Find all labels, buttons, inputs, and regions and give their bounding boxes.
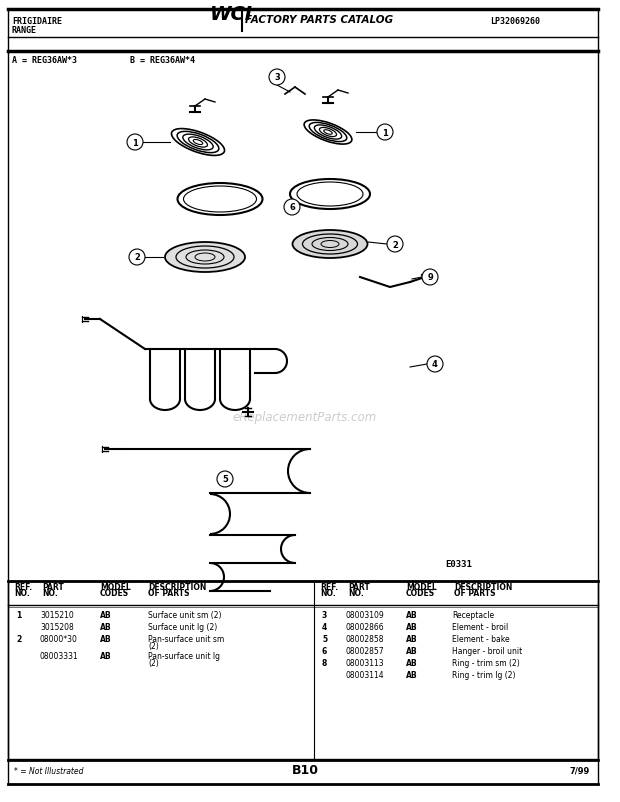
Text: A = REG36AW*3: A = REG36AW*3: [12, 56, 77, 65]
Text: 3015208: 3015208: [40, 622, 74, 631]
Text: 4: 4: [322, 622, 327, 631]
Text: AB: AB: [100, 610, 112, 619]
Text: PART: PART: [42, 582, 64, 591]
Circle shape: [269, 70, 285, 86]
Text: B = REG36AW*4: B = REG36AW*4: [130, 56, 195, 65]
Text: AB: AB: [406, 670, 418, 679]
Text: 2: 2: [392, 241, 398, 249]
Text: 4: 4: [432, 360, 438, 369]
Text: AB: AB: [100, 634, 112, 643]
Text: LP32069260: LP32069260: [490, 17, 540, 26]
Text: (2): (2): [148, 658, 159, 667]
Text: B10: B10: [291, 763, 319, 776]
Text: AB: AB: [100, 622, 112, 631]
Text: 08003114: 08003114: [346, 670, 384, 679]
Text: MODEL: MODEL: [100, 582, 131, 591]
Circle shape: [127, 135, 143, 151]
Circle shape: [377, 125, 393, 141]
Text: NO.: NO.: [14, 588, 30, 597]
Text: FRIGIDAIRE: FRIGIDAIRE: [12, 17, 62, 26]
Text: 6: 6: [289, 203, 295, 213]
Text: 8: 8: [322, 658, 327, 667]
Ellipse shape: [165, 243, 245, 273]
Text: 08002857: 08002857: [346, 646, 384, 655]
Text: NO.: NO.: [348, 588, 364, 597]
Text: eReplacementParts.com: eReplacementParts.com: [233, 411, 377, 424]
Text: Element - broil: Element - broil: [452, 622, 508, 631]
Text: 3: 3: [322, 610, 327, 619]
Text: (2): (2): [148, 642, 159, 650]
Text: Hanger - broil unit: Hanger - broil unit: [452, 646, 522, 655]
Text: 6: 6: [322, 646, 327, 655]
Text: MODEL: MODEL: [406, 582, 436, 591]
Circle shape: [217, 472, 233, 488]
Circle shape: [427, 357, 443, 373]
Text: WCI: WCI: [210, 5, 253, 24]
Text: Pan-surface unit sm: Pan-surface unit sm: [148, 634, 224, 643]
Circle shape: [387, 237, 403, 253]
Text: OF PARTS: OF PARTS: [454, 588, 495, 597]
Text: CODES: CODES: [100, 588, 129, 597]
Text: Ring - trim sm (2): Ring - trim sm (2): [452, 658, 520, 667]
Text: PART: PART: [348, 582, 370, 591]
Text: 08000*30: 08000*30: [40, 634, 78, 643]
Text: Surface unit sm (2): Surface unit sm (2): [148, 610, 221, 619]
Text: 9: 9: [427, 273, 433, 282]
Text: RANGE: RANGE: [12, 26, 37, 35]
Text: REF.: REF.: [320, 582, 338, 591]
Text: Pan-surface unit lg: Pan-surface unit lg: [148, 651, 220, 660]
Text: DESCRIPTION: DESCRIPTION: [148, 582, 206, 591]
Text: 08002866: 08002866: [346, 622, 384, 631]
Text: 7/99: 7/99: [570, 766, 590, 775]
Text: FACTORY PARTS CATALOG: FACTORY PARTS CATALOG: [245, 15, 393, 25]
Text: CODES: CODES: [406, 588, 435, 597]
Circle shape: [422, 269, 438, 286]
Text: 5: 5: [222, 475, 228, 484]
Text: REF.: REF.: [14, 582, 32, 591]
Text: AB: AB: [406, 610, 418, 619]
Text: 2: 2: [134, 253, 140, 262]
Text: 08003113: 08003113: [346, 658, 384, 667]
Bar: [8, 581, 598, 759]
Text: 1: 1: [382, 128, 388, 137]
Text: AB: AB: [406, 622, 418, 631]
Text: 5: 5: [322, 634, 327, 643]
Text: 08003331: 08003331: [40, 651, 79, 660]
Text: AB: AB: [406, 646, 418, 655]
Text: * = Not Illustrated: * = Not Illustrated: [14, 766, 84, 775]
Text: 3: 3: [274, 74, 280, 83]
Text: AB: AB: [406, 658, 418, 667]
Ellipse shape: [293, 231, 368, 259]
Text: Ring - trim lg (2): Ring - trim lg (2): [452, 670, 515, 679]
Text: Element - bake: Element - bake: [452, 634, 510, 643]
Text: AB: AB: [406, 634, 418, 643]
Text: Receptacle: Receptacle: [452, 610, 494, 619]
Text: E0331: E0331: [445, 559, 472, 569]
Text: OF PARTS: OF PARTS: [148, 588, 190, 597]
Text: 08002858: 08002858: [346, 634, 384, 643]
Text: 3015210: 3015210: [40, 610, 74, 619]
Text: NO.: NO.: [320, 588, 336, 597]
Circle shape: [284, 200, 300, 216]
Text: AB: AB: [100, 651, 112, 660]
Text: 1: 1: [16, 610, 21, 619]
Circle shape: [129, 249, 145, 265]
Text: 1: 1: [132, 138, 138, 148]
Text: Surface unit lg (2): Surface unit lg (2): [148, 622, 217, 631]
Text: 2: 2: [16, 634, 21, 643]
Text: DESCRIPTION: DESCRIPTION: [454, 582, 512, 591]
Text: NO.: NO.: [42, 588, 58, 597]
Text: 08003109: 08003109: [346, 610, 385, 619]
